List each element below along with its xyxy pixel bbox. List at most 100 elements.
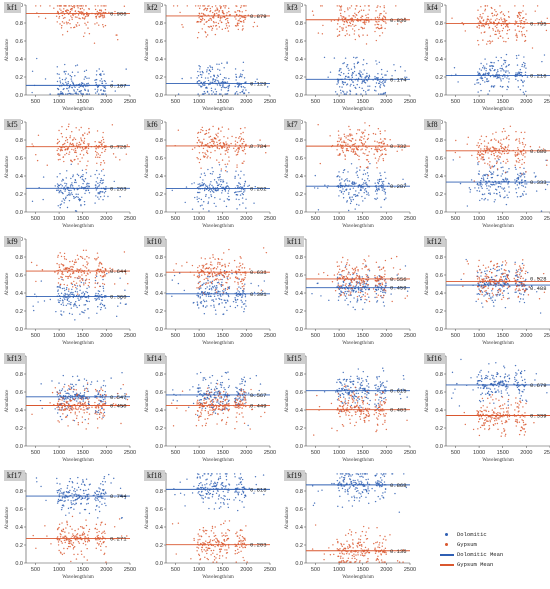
dolomitic-point [365,288,367,291]
gypsum-point [349,293,352,295]
gypsum-point [74,138,77,141]
gypsum-point [228,156,230,158]
gypsum-point [521,33,523,35]
dolomitic-point [229,305,232,308]
dolomitic-point [224,87,226,89]
gypsum-point [360,139,363,142]
dolomitic-point [80,92,82,94]
dolomitic-point [99,303,101,306]
dolomitic-point [523,176,526,178]
x-tick-label: 1500 [77,99,89,105]
gypsum-point [379,130,381,133]
panel-plot-kf5: 0.00.20.40.60.81.05001000150020002500Wav… [5,120,136,229]
dolomitic-point [210,295,212,298]
dolomitic-point [504,76,506,78]
gypsum-point [487,163,489,165]
gypsum-point [229,14,231,16]
dolomitic-point [225,86,228,89]
dolomitic-point [225,81,227,84]
dolomitic-point [241,294,244,296]
gypsum-point [46,164,48,166]
gypsum-point [85,168,87,171]
gypsum-point [494,30,497,33]
dolomitic-point [521,65,523,68]
dolomitic-point [222,313,225,315]
gypsum-point [175,263,177,265]
dolomitic-point [70,177,72,180]
gypsum-point [334,290,337,292]
dolomitic-point [96,186,99,188]
gypsum-point [245,272,247,275]
gypsum-point [58,140,61,143]
gypsum-point [525,171,527,173]
gypsum-point [67,147,70,149]
gypsum-point [476,26,478,28]
gypsum-point [499,156,502,158]
dolomitic-point [237,174,240,176]
gypsum-point [463,273,465,275]
dolomitic-point [207,189,210,192]
gypsum-point [377,294,380,296]
gypsum-point [84,22,86,25]
dolomitic-point [353,65,356,68]
gypsum-point [219,5,221,7]
gypsum-point [243,278,245,281]
gypsum-point [477,151,480,154]
dolomitic-point [341,291,343,294]
gypsum-point [102,11,105,14]
gypsum-point [497,30,499,32]
gypsum-point [86,261,88,263]
dolomitic-point [97,196,99,198]
gypsum-point [94,156,97,158]
dolomitic-point [207,67,209,69]
dolomitic-point [101,93,103,95]
gypsum-point [345,26,347,28]
dolomitic-point [498,269,501,271]
gypsum-point [234,281,236,283]
dolomitic-point [83,70,86,73]
gypsum-point [482,156,485,158]
gypsum-point [225,141,227,143]
gypsum-point [224,27,227,30]
dolomitic-mean-label: 0.360 [110,294,127,301]
gypsum-point [60,255,63,258]
gypsum-point [487,174,490,177]
gypsum-point [218,14,220,16]
dolomitic-point [65,177,67,179]
dolomitic-point [384,81,387,83]
panel-kf7: 0.00.20.40.60.81.05001000150020002500Wav… [282,117,416,232]
gypsum-point [205,277,207,280]
dolomitic-point [217,81,220,83]
gypsum-point [363,27,365,29]
dolomitic-point [76,64,79,66]
gypsum-point [101,143,103,145]
gypsum-point [524,39,527,42]
gypsum-point [353,279,355,281]
dolomitic-point [65,185,67,187]
dolomitic-point [196,196,198,198]
dolomitic-point [75,210,78,212]
dolomitic-point [484,76,486,79]
gypsum-point [366,275,368,278]
dolomitic-point [353,56,355,59]
dolomitic-point [76,291,79,293]
gypsum-point [94,8,97,11]
gypsum-point [207,143,209,145]
y-axis-label: Abundance [425,272,430,296]
dolomitic-point [376,63,378,65]
dolomitic-point [377,77,379,79]
dolomitic-point [544,188,547,191]
dolomitic-point [383,291,385,293]
gypsum-point [223,272,226,275]
gypsum-point [355,281,357,283]
gypsum-point [176,5,179,7]
gypsum-point [76,147,79,149]
dolomitic-point [352,187,355,189]
gypsum-point [240,274,242,276]
dolomitic-point [356,298,359,300]
gypsum-point [82,154,85,156]
gypsum-point [102,17,104,19]
gypsum-point [376,296,378,299]
dolomitic-point [220,298,223,301]
dolomitic-point [212,299,214,301]
